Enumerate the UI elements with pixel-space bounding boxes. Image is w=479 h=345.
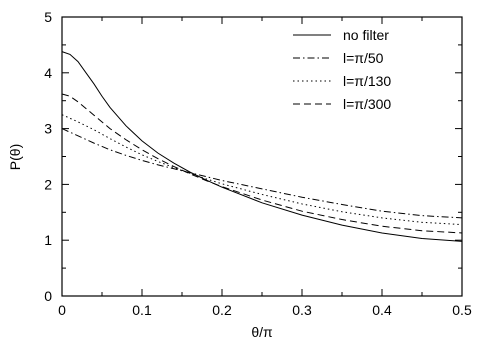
legend-label-2: l=π/50 bbox=[343, 50, 384, 66]
plot-frame bbox=[61, 16, 463, 297]
y-tick-label: 0 bbox=[44, 288, 52, 304]
y-axis-label: P(θ) bbox=[7, 144, 23, 170]
y-tick-label: 2 bbox=[44, 176, 52, 192]
x-tick-label: 0.5 bbox=[452, 302, 472, 318]
series-layer bbox=[61, 51, 463, 242]
y-tick-label: 4 bbox=[44, 65, 52, 81]
series-line-3 bbox=[61, 114, 463, 226]
x-tick-label: 0.1 bbox=[132, 302, 152, 318]
legend-label-1: no filter bbox=[343, 27, 389, 43]
series-line-2 bbox=[61, 128, 463, 219]
series-line-1 bbox=[61, 51, 463, 242]
y-tick-label: 3 bbox=[44, 121, 52, 137]
y-tick-label: 1 bbox=[44, 232, 52, 248]
x-tick-label: 0.3 bbox=[292, 302, 312, 318]
x-axis-label: θ/π bbox=[251, 324, 273, 340]
legend-label-4: l=π/300 bbox=[343, 96, 391, 112]
legend-label-3: l=π/130 bbox=[343, 73, 391, 89]
x-tick-label: 0.4 bbox=[372, 302, 392, 318]
legend: no filter l=π/50 l=π/130 l=π/300 bbox=[293, 27, 391, 112]
x-tick-label: 0.2 bbox=[212, 302, 232, 318]
y-tick-label: 5 bbox=[44, 9, 52, 25]
series-line-4 bbox=[61, 93, 463, 234]
ticks-layer: 0 0.1 0.2 0.3 0.4 0.5 0 1 2 3 4 5 bbox=[44, 9, 472, 318]
x-tick-label: 0 bbox=[58, 302, 66, 318]
